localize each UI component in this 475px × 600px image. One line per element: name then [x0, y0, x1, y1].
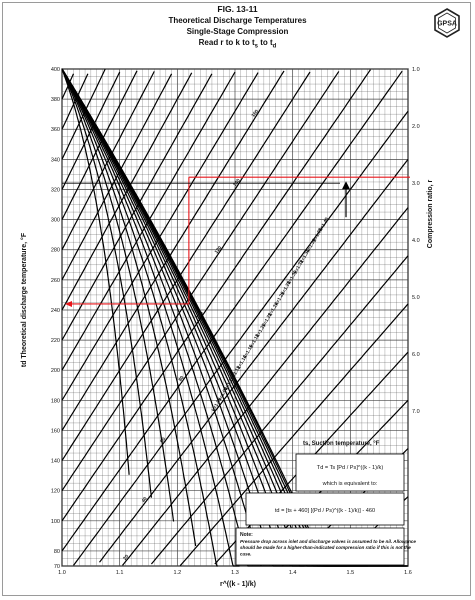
x-tick-label: 1.2 [174, 570, 182, 576]
formula-equivalence: which is equivalent to: [322, 481, 378, 487]
suction-temperature-label: 40 [141, 496, 149, 504]
k-curve [61, 68, 218, 567]
suction-temperature-label: ts, Suction temperature, °F [303, 441, 380, 447]
y-tick-label: 400 [51, 67, 60, 73]
figure-header: FIG. 13-11 Theoretical Discharge Tempera… [0, 4, 475, 53]
note-box: Note: Pressure drop across inlet and dis… [235, 527, 416, 566]
note-text: Pressure drop across inlet and discharge… [240, 539, 416, 556]
x-tick-label: 1.1 [116, 570, 124, 576]
k-curve [61, 68, 283, 567]
y-tick-label: 180 [51, 398, 60, 404]
y-tick-label: 340 [51, 157, 60, 163]
logo-text: GPSA [437, 21, 457, 28]
note-text-line: Pressure drop across inlet and discharge… [240, 539, 416, 544]
suction-temperature-line [150, 255, 409, 565]
suction-temperature-label: 80 [178, 375, 186, 383]
suction-temperature-label: 120 [214, 245, 224, 255]
k-curve [61, 68, 407, 567]
suction-temperature-label: 140 [232, 178, 242, 188]
y2-tick-label: 7.0 [412, 409, 420, 415]
x-tick-label: 1.5 [347, 570, 355, 576]
note-text-line: should be made for a higher-than-indicat… [240, 545, 411, 550]
x-axis-label: r^((k - 1)/k) [220, 580, 256, 588]
y-tick-label: 320 [51, 187, 60, 193]
chart-subtitle: Single-Stage Compression [186, 27, 289, 36]
suction-temperature-line [61, 69, 371, 522]
chart-reading-instruction: Read r to k to ts to td [198, 38, 277, 50]
y-tick-label: 380 [51, 97, 60, 103]
y-tick-label: 300 [51, 218, 60, 224]
y2-axis-label: Compression ratio, r [427, 180, 434, 249]
k-curve [61, 68, 240, 567]
figure-frame [2, 2, 471, 596]
y-tick-label: 280 [51, 248, 60, 254]
note-text-line: case. [240, 551, 252, 556]
y2-tick-label: 3.0 [412, 181, 420, 187]
note-title: Note: [240, 532, 253, 538]
y-tick-label: 360 [51, 127, 60, 133]
formula-box: Td = Ts [Pd / Ps]^((k - 1)/k) which is e… [295, 453, 405, 492]
suction-temperature-line [61, 70, 403, 552]
y2-tick-label: 4.0 [412, 238, 420, 244]
suction-temperature-line [179, 303, 409, 567]
y-tick-label: 240 [51, 308, 60, 314]
suction-temperature-line [61, 71, 311, 461]
x-tick-label: 1.3 [231, 570, 239, 576]
worked-example [62, 176, 410, 307]
suction-temperature-line [73, 110, 409, 566]
chart-title: Theoretical Discharge Temperatures [168, 16, 307, 25]
y-tick-label: 70 [54, 564, 60, 570]
suction-temperature-label: 20 [122, 553, 130, 561]
figure-number: FIG. 13-11 [217, 4, 258, 14]
y-tick-label: 120 [51, 489, 60, 495]
suction-temperature-line [61, 73, 173, 281]
suction-temperature-line [61, 71, 340, 492]
example-arrow [65, 300, 72, 307]
x-tick-label: 1.4 [289, 570, 297, 576]
axis-ticks: 1.0 1.1 1.2 1.3 1.4 1.5 1.6 70 80 100 120 140 160 180… [51, 67, 420, 576]
suction-temperature-label: 60 [159, 436, 167, 444]
k-curve [61, 68, 130, 475]
y2-tick-label: 1.0 [412, 67, 420, 73]
k-curve [61, 68, 305, 567]
formula-line-2: td = [ts + 460] [(Pd / Ps)^((k - 1)/k)] … [275, 508, 375, 514]
y-tick-label: 160 [51, 428, 60, 434]
example-k-arrow-head [342, 181, 350, 190]
k-curve [61, 68, 152, 498]
k-curve [61, 68, 175, 522]
y-tick-label: 100 [51, 519, 60, 525]
x-tick-label: 1.6 [404, 570, 412, 576]
y-tick-label: 140 [51, 459, 60, 465]
k-curve [61, 68, 197, 547]
y2-tick-label: 6.0 [412, 352, 420, 358]
y-tick-label: 80 [54, 549, 60, 555]
y2-tick-label: 5.0 [412, 295, 420, 301]
formula-line-1: Td = Ts [Pd / Ps]^((k - 1)/k) [317, 465, 384, 471]
suction-temperature-line [122, 207, 409, 566]
gpsa-logo-icon: GPSA [434, 8, 460, 38]
suction-temperature-label: 160 [251, 108, 261, 118]
suction-temperature-label: 100 [195, 310, 205, 320]
y2-tick-label: 2.0 [412, 124, 420, 130]
y-axis-label: td Theoretical discharge temperature, °F [20, 232, 28, 367]
formula-box-2: td = [ts + 460] [(Pd / Ps)^((k - 1)/k)] … [245, 492, 405, 526]
y-tick-label: 260 [51, 278, 60, 284]
y-tick-label: 200 [51, 368, 60, 374]
y-tick-label: 220 [51, 338, 60, 344]
suction-temperature-line [61, 70, 285, 431]
x-tick-label: 1.0 [58, 570, 66, 576]
